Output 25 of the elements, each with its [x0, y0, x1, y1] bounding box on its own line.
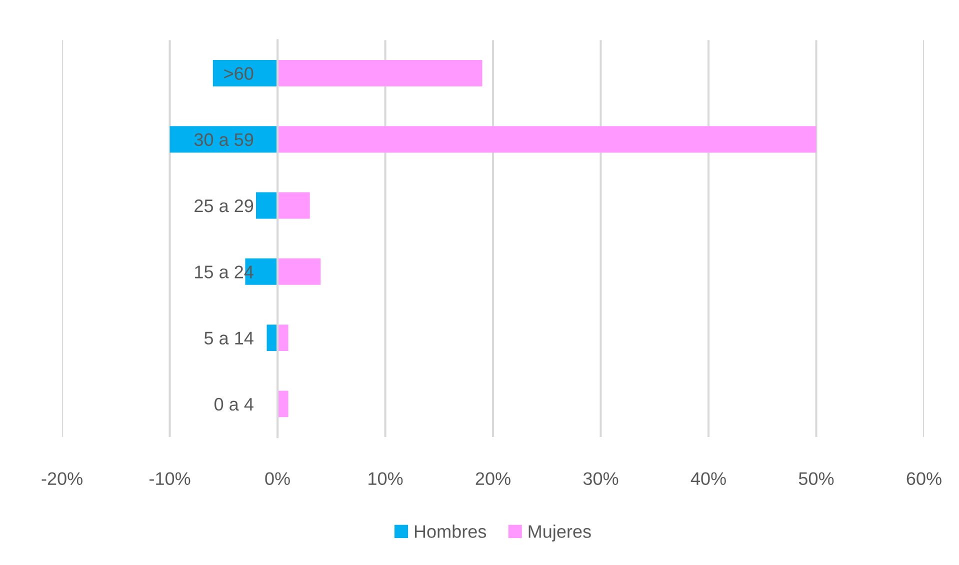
y-tick-label: 0 a 4	[214, 398, 254, 411]
bar	[278, 258, 321, 285]
bar	[278, 126, 816, 153]
y-tick-label: 30 a 59	[194, 133, 254, 146]
x-tick-label: 40%	[690, 472, 726, 486]
bar	[278, 60, 482, 86]
y-tick-label: 25 a 29	[194, 199, 254, 212]
x-tick-label: -10%	[150, 472, 190, 486]
y-tick-label: 5 a 14	[204, 332, 254, 345]
x-tick-label: 50%	[798, 472, 834, 486]
legend-label: Mujeres	[528, 524, 591, 542]
x-tick-label: 60%	[906, 472, 942, 486]
x-tick-label: 30%	[583, 472, 618, 486]
bar	[212, 60, 278, 86]
bar	[278, 390, 288, 418]
x-tick-label: 10%	[368, 472, 403, 486]
y-tick-label: >60	[224, 67, 254, 80]
x-tick-label: 20%	[476, 472, 510, 486]
bar	[170, 126, 278, 153]
legend-label: Hombres	[414, 524, 486, 538]
bar	[256, 192, 278, 219]
bar	[278, 324, 288, 352]
x-tick-label: 0%	[265, 472, 290, 486]
x-tick-label: -20%	[42, 472, 82, 486]
bar	[278, 192, 310, 219]
